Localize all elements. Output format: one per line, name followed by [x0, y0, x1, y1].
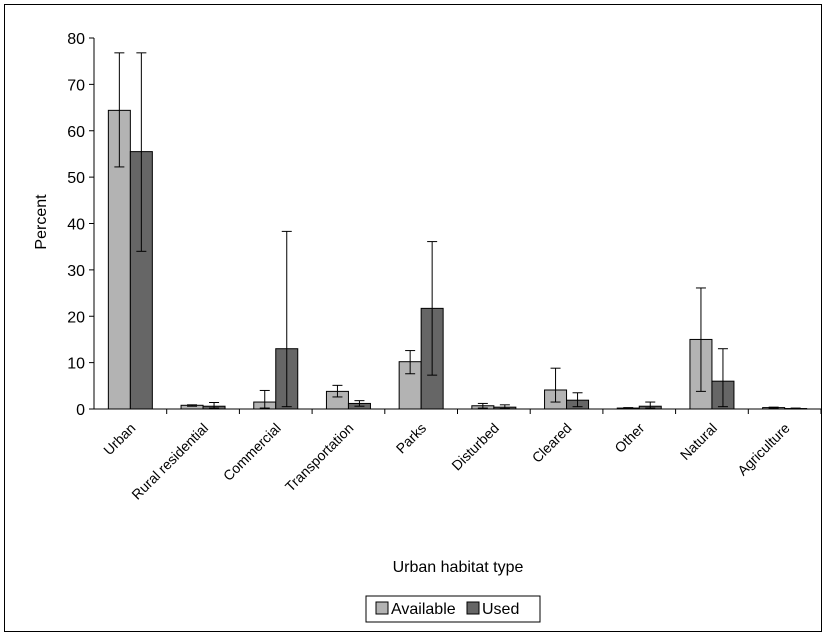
x-category-label: Urban: [100, 420, 138, 458]
y-tick-label: 70: [67, 77, 85, 94]
y-tick-label: 20: [67, 309, 85, 326]
legend-label-available: Available: [391, 601, 456, 618]
legend-swatch-used: [466, 601, 480, 615]
x-category-label: Disturbed: [448, 420, 502, 474]
x-category-label: Agriculture: [734, 420, 793, 479]
x-axis-title: Urban habitat type: [393, 559, 524, 576]
legend-box: [365, 595, 541, 623]
y-tick-label: 30: [67, 263, 85, 280]
bar-group: [107, 109, 808, 410]
y-tick-label: 40: [67, 217, 85, 234]
x-category-label: Other: [611, 420, 647, 456]
x-category-label: Transportation: [282, 420, 357, 495]
x-category-label: Commercial: [220, 420, 284, 484]
y-tick-label: 80: [67, 31, 85, 48]
x-category-label: Cleared: [529, 420, 575, 466]
legend-swatch-available: [375, 601, 389, 615]
y-tick-label: 60: [67, 124, 85, 141]
chart-frame: [4, 4, 822, 632]
y-tick-label: 50: [67, 170, 85, 187]
x-category-label: Rural residential: [128, 420, 211, 503]
legend-label-used: Used: [482, 601, 519, 618]
x-category-label: Parks: [393, 420, 430, 457]
y-axis-ticks: 0 10 20 30 40 50 60 70 80: [67, 31, 94, 419]
y-tick-label: 0: [76, 402, 85, 419]
legend: Available Used: [365, 595, 541, 623]
error-bar-group: [114, 52, 801, 410]
y-axis-title: Percent: [33, 194, 50, 250]
x-category-label: Natural: [677, 420, 720, 463]
y-tick-label: 10: [67, 356, 85, 373]
